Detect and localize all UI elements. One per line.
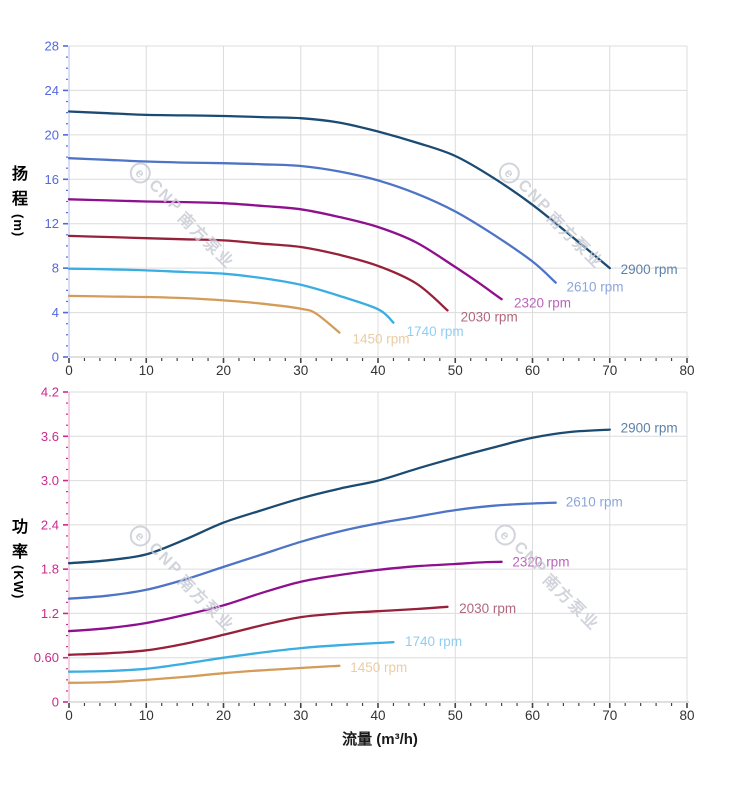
y-tick-label: 20 — [45, 127, 59, 142]
x-tick-label: 10 — [139, 708, 154, 723]
y-tick-label: 1.2 — [41, 606, 59, 621]
curve-1740-rpm — [67, 641, 395, 673]
x-tick-label: 0 — [65, 363, 73, 378]
y-tick-label: 0 — [52, 695, 59, 710]
y-tick-label: 0 — [52, 350, 59, 365]
curve-label-1450-rpm: 1450 rpm — [350, 660, 407, 675]
y-tick-label: 24 — [45, 83, 59, 98]
y-tick-label: 3.0 — [41, 473, 59, 488]
curve-2900-rpm — [67, 110, 611, 270]
x-tick-label: 80 — [679, 363, 694, 378]
x-tick-label: 80 — [679, 708, 694, 723]
x-tick-label: 20 — [216, 363, 231, 378]
curve-2320-rpm — [67, 198, 503, 301]
y-tick-label: 28 — [45, 39, 59, 54]
chart-power: 0 0.60 1.2 1.8 2.4 3.0 3.6 4.2 0 10 20 30 40 50 60 70 80… — [34, 385, 695, 724]
curve-1450-rpm — [67, 294, 341, 334]
curve-label-2030-rpm: 2030 rpm — [459, 601, 516, 616]
curve-label-2320-rpm: 2320 rpm — [512, 554, 569, 569]
x-tick-label: 40 — [370, 363, 385, 378]
curve-2610-rpm — [67, 501, 557, 600]
curve-label-2610-rpm: 2610 rpm — [566, 494, 623, 509]
x-tick-label: 70 — [602, 363, 617, 378]
curve-2900-rpm — [67, 428, 611, 565]
x-tick-label: 20 — [216, 708, 231, 723]
x-tick-label: 10 — [139, 363, 154, 378]
y-tick-label: 0.60 — [34, 650, 59, 665]
curve-label-2030-rpm: 2030 rpm — [461, 310, 518, 325]
curve-2030-rpm — [67, 605, 449, 656]
x-tick-label: 50 — [448, 708, 463, 723]
flow-axis-title: 流量 (m³/h) — [342, 731, 418, 748]
head-axis-unit: (m) — [11, 214, 26, 238]
y-tick-label: 4.2 — [41, 385, 59, 400]
head-axis-title: 扬程 — [11, 166, 28, 208]
y-tick-label: 4 — [52, 305, 59, 320]
x-tick-label: 30 — [293, 708, 308, 723]
curve-2320-rpm — [67, 560, 503, 633]
curve-2610-rpm — [67, 157, 557, 284]
x-tick-label: 70 — [602, 708, 617, 723]
y-tick-label: 16 — [45, 172, 59, 187]
curve-label-2610-rpm: 2610 rpm — [566, 280, 623, 295]
y-tick-label: 1.8 — [41, 562, 59, 577]
curve-label-1450-rpm: 1450 rpm — [353, 332, 410, 347]
curve-1450-rpm — [67, 664, 341, 684]
curve-label-1740-rpm: 1740 rpm — [405, 634, 462, 649]
curve-label-2900-rpm: 2900 rpm — [621, 262, 678, 277]
x-tick-label: 30 — [293, 363, 308, 378]
curve-label-2320-rpm: 2320 rpm — [514, 296, 571, 311]
x-tick-label: 40 — [370, 708, 385, 723]
curve-1740-rpm — [67, 267, 395, 324]
y-tick-label: 3.6 — [41, 429, 59, 444]
curve-label-1740-rpm: 1740 rpm — [407, 324, 464, 339]
y-tick-label: 12 — [45, 216, 59, 231]
y-tick-label: 8 — [52, 261, 59, 276]
x-tick-label: 0 — [65, 708, 73, 723]
power-axis-title: 功率 — [11, 519, 28, 561]
y-tick-label: 2.4 — [41, 517, 59, 532]
curve-2030-rpm — [67, 234, 449, 312]
x-tick-label: 50 — [448, 363, 463, 378]
chart-head: 0 4 8 12 16 20 24 28 0 10 20 30 40 50 60 70 80 2900 rpm 26… — [45, 39, 695, 379]
power-axis-unit: (KW) — [11, 565, 26, 600]
curve-label-2900-rpm: 2900 rpm — [621, 421, 678, 436]
x-tick-label: 60 — [525, 708, 540, 723]
x-tick-label: 60 — [525, 363, 540, 378]
